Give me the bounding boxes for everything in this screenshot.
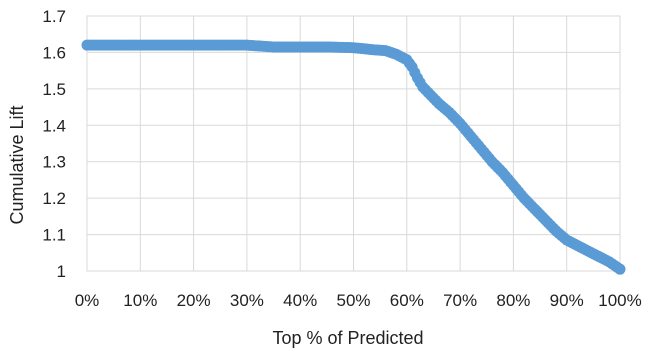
x-tick-label: 30% <box>230 291 264 310</box>
x-axis-title: Top % of Predicted <box>272 328 423 348</box>
x-tick-label: 50% <box>336 291 370 310</box>
x-tick-label: 20% <box>177 291 211 310</box>
grid-layer <box>86 15 621 272</box>
y-tick-label: 1.5 <box>42 80 66 99</box>
plot-frame <box>86 15 621 272</box>
y-tick-label: 1.6 <box>42 43 66 62</box>
x-tick-label: 10% <box>123 291 157 310</box>
x-tick-label: 0% <box>75 291 100 310</box>
y-axis-title: Cumulative Lift <box>7 105 27 224</box>
data-points-layer <box>81 39 626 275</box>
data-point <box>614 263 626 275</box>
y-tick-label: 1.4 <box>42 116 66 135</box>
x-tick-label: 70% <box>443 291 477 310</box>
y-tick-label: 1.2 <box>42 189 66 208</box>
y-tick-label: 1.3 <box>42 153 66 172</box>
y-tick-label: 1 <box>57 262 66 281</box>
y-tick-label: 1.1 <box>42 226 66 245</box>
tick-label-layer: 0% 10% 20% 30% 40% 50% 60% 70% 80% 90% 100% 1 1.1 1.2… <box>42 7 641 310</box>
x-tick-label: 60% <box>390 291 424 310</box>
x-tick-label: 80% <box>496 291 530 310</box>
x-tick-label: 40% <box>283 291 317 310</box>
x-tick-label: 100% <box>598 291 641 310</box>
x-tick-label: 90% <box>550 291 584 310</box>
y-tick-label: 1.7 <box>42 7 66 26</box>
